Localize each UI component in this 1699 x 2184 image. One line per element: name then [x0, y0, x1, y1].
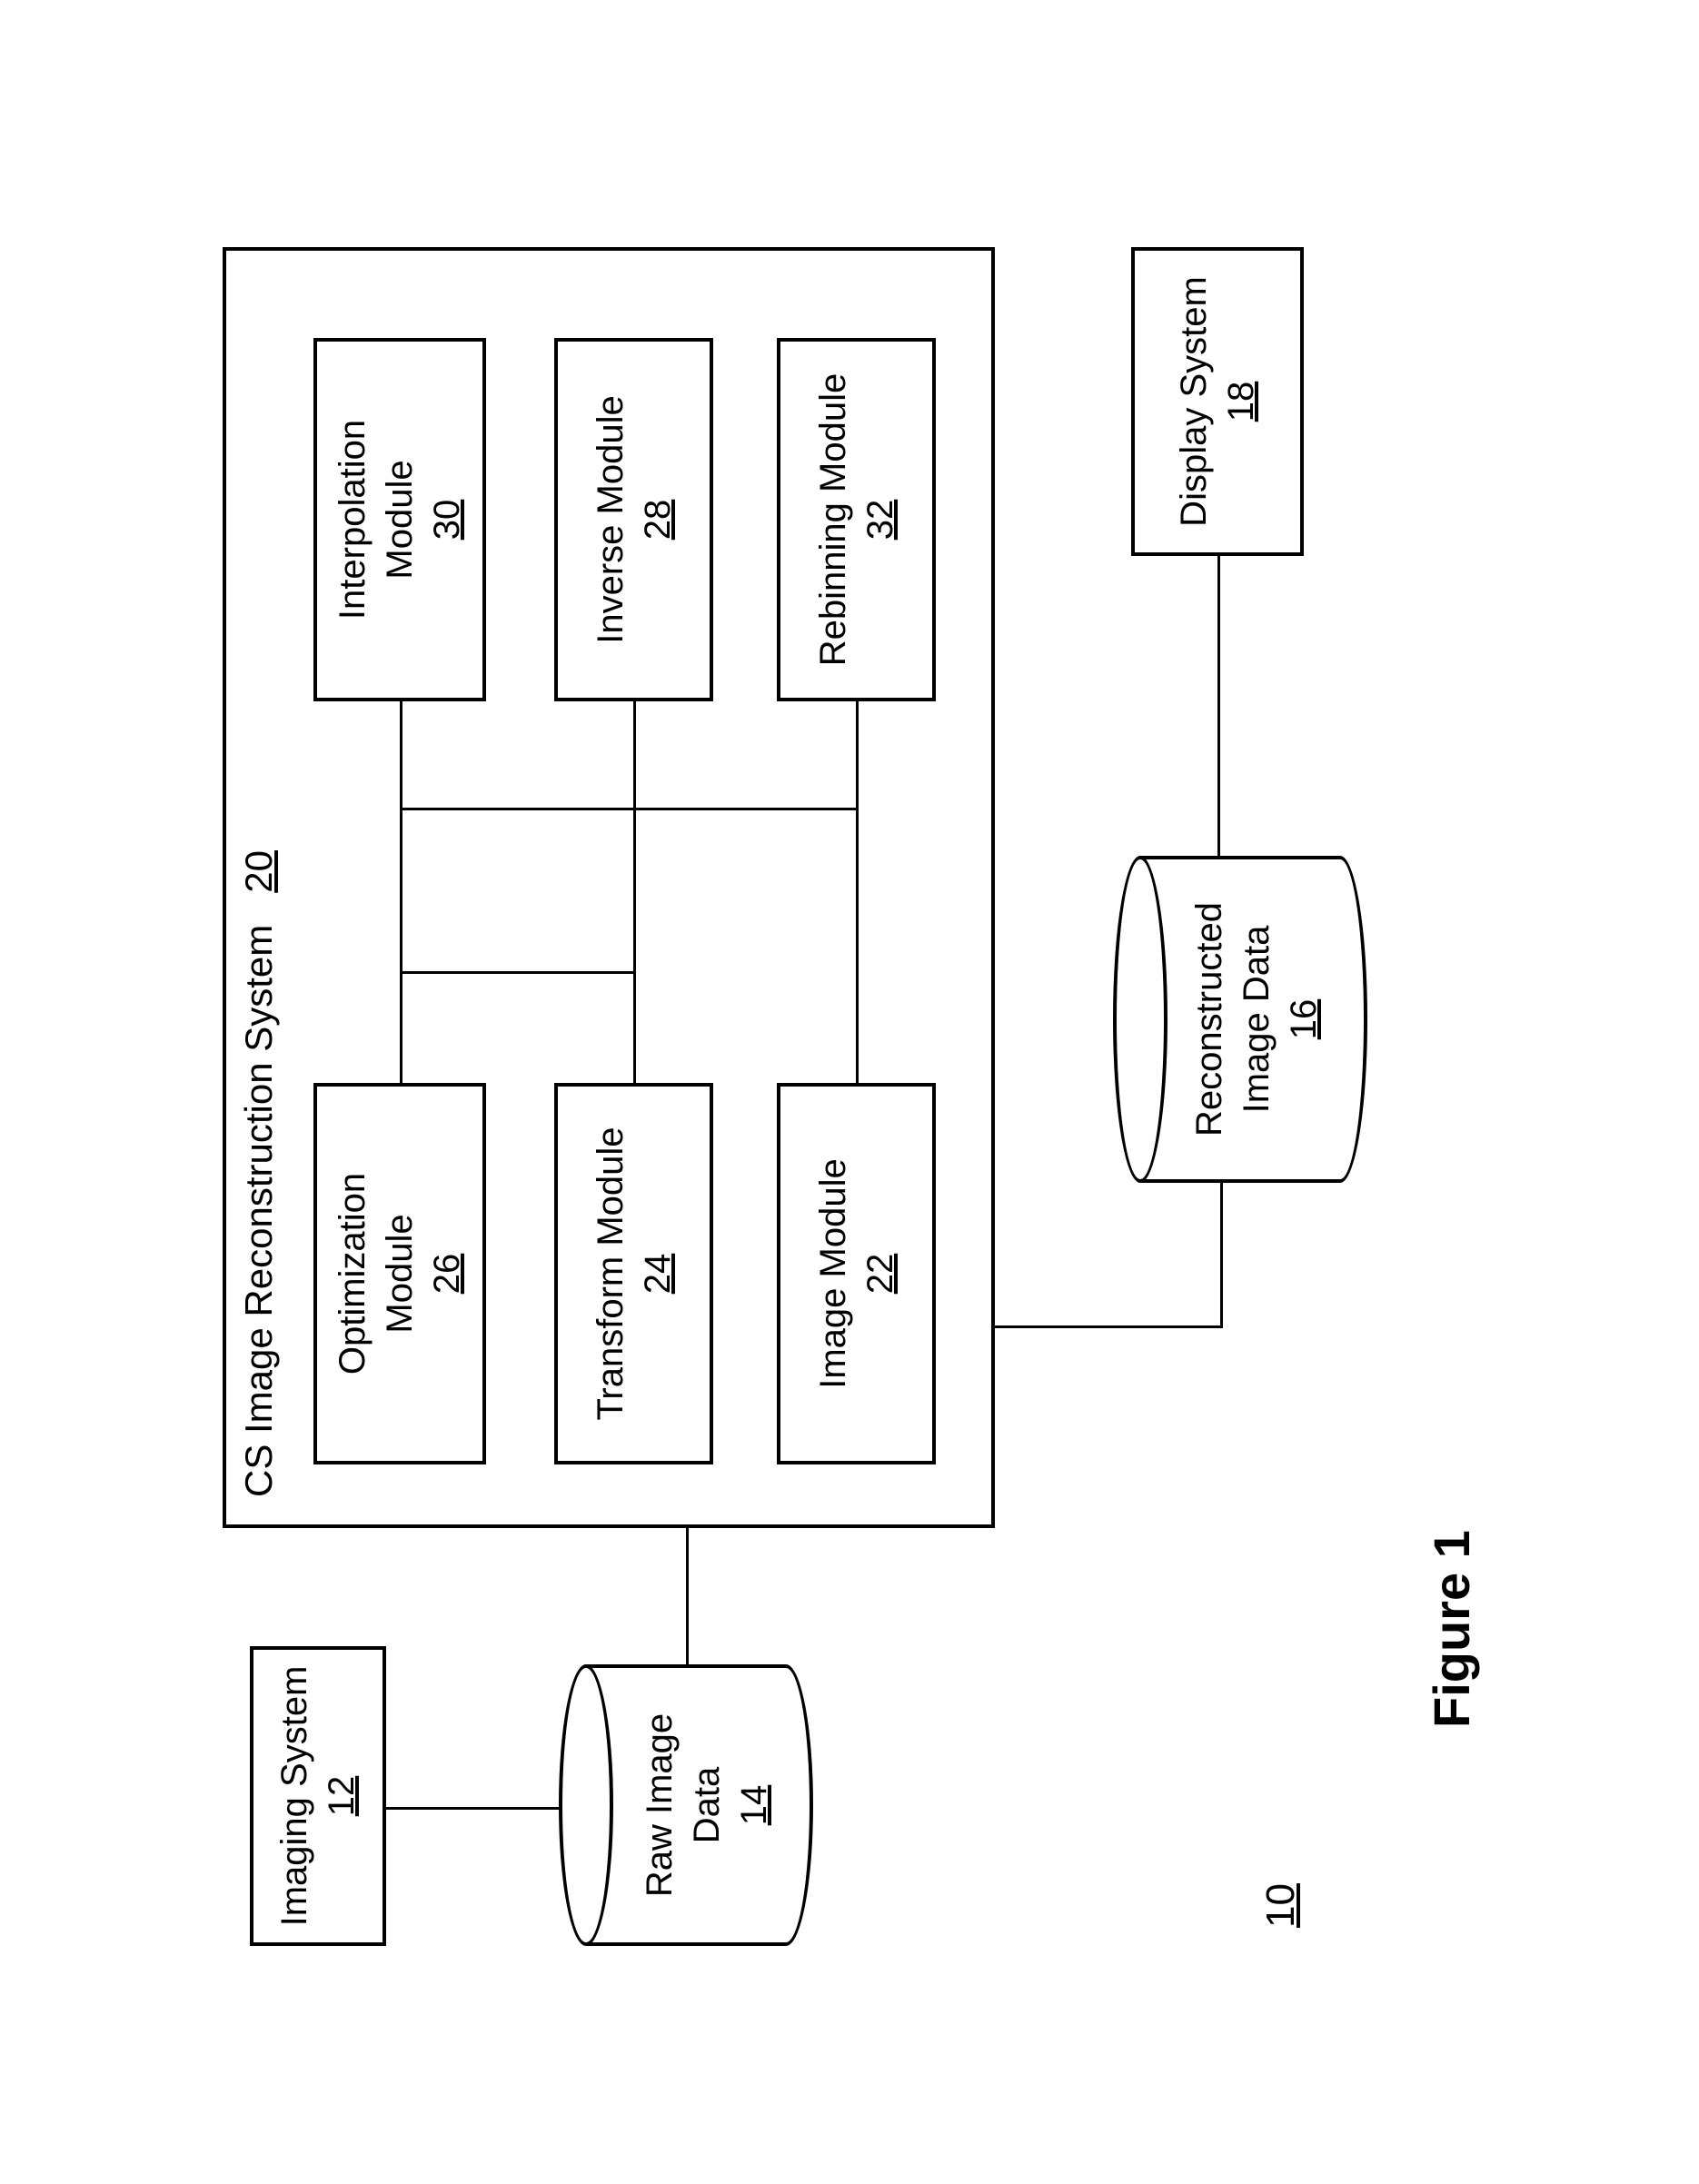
- node-reconstructed-data: Reconstructed Image Data 16: [1113, 856, 1367, 1183]
- reconstructed-data-label-1: Reconstructed: [1189, 902, 1229, 1137]
- interpolation-module-label-1: Interpolation: [329, 420, 376, 620]
- cs-container-ref: 20: [237, 850, 280, 893]
- reconstructed-data-ref: 16: [1284, 999, 1324, 1040]
- diagram-canvas: CS Image Reconstruction System 20 Imagin…: [168, 184, 1531, 2000]
- interpolation-module-label-2: Module: [376, 460, 423, 579]
- cs-container-label: CS Image Reconstruction System: [237, 925, 280, 1497]
- node-inverse-module: Inverse Module 28: [554, 338, 713, 701]
- edge: [400, 701, 402, 1083]
- raw-image-data-ref: 14: [734, 1785, 774, 1826]
- edge: [1220, 1181, 1223, 1328]
- edge: [686, 1528, 689, 1664]
- node-interpolation-module: Interpolation Module 30: [313, 338, 486, 701]
- node-rebinning-module: Rebinning Module 32: [777, 338, 936, 701]
- overall-ref: 10: [1258, 1883, 1304, 1928]
- edge: [856, 701, 859, 1083]
- inverse-module-ref: 28: [634, 500, 681, 541]
- rebinning-module-ref: 32: [857, 500, 904, 541]
- node-display-system: Display System 18: [1131, 247, 1304, 556]
- imaging-system-label: Imaging System: [271, 1666, 318, 1927]
- optimization-module-label-2: Module: [376, 1214, 423, 1333]
- edge: [633, 701, 636, 1083]
- display-system-ref: 18: [1217, 382, 1265, 422]
- node-image-module: Image Module 22: [777, 1083, 936, 1464]
- rebinning-module-label: Rebinning Module: [810, 373, 857, 666]
- imaging-system-ref: 12: [318, 1776, 365, 1817]
- optimization-module-label-1: Optimization: [329, 1173, 376, 1375]
- reconstructed-data-label-2: Image Data: [1237, 926, 1277, 1114]
- edge: [400, 971, 636, 974]
- interpolation-module-ref: 30: [423, 500, 471, 541]
- transform-module-label: Transform Module: [587, 1127, 634, 1420]
- edge: [995, 1325, 1222, 1328]
- raw-image-data-label-1: Raw Image: [640, 1713, 680, 1897]
- node-optimization-module: Optimization Module 26: [313, 1083, 486, 1464]
- edge: [386, 1807, 561, 1810]
- image-module-label: Image Module: [810, 1158, 857, 1388]
- edge: [400, 808, 859, 810]
- transform-module-ref: 24: [634, 1254, 681, 1295]
- display-system-label: Display System: [1170, 276, 1217, 527]
- edge: [1217, 556, 1220, 856]
- node-raw-image-data: Raw Image Data 14: [559, 1664, 813, 1946]
- node-imaging-system: Imaging System 12: [250, 1646, 386, 1946]
- inverse-module-label: Inverse Module: [587, 395, 634, 643]
- node-transform-module: Transform Module 24: [554, 1083, 713, 1464]
- raw-image-data-label-2: Data: [687, 1767, 727, 1844]
- optimization-module-ref: 26: [423, 1254, 471, 1295]
- figure-label: Figure 1: [1422, 1530, 1481, 1728]
- image-module-ref: 22: [857, 1254, 904, 1295]
